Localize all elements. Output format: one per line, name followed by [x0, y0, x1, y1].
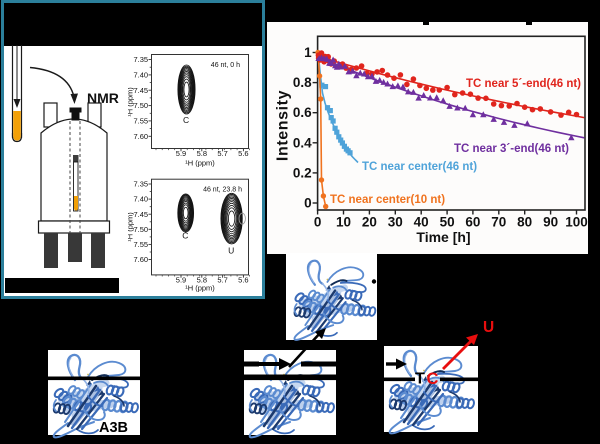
svg-text:30: 30: [388, 215, 403, 230]
svg-text:T: T: [415, 371, 425, 388]
svg-text:C: C: [183, 115, 189, 125]
svg-text:70: 70: [491, 215, 506, 230]
svg-text:7.35: 7.35: [133, 180, 148, 189]
svg-text:C: C: [427, 370, 439, 388]
svg-text:20: 20: [362, 215, 377, 230]
svg-text:60: 60: [465, 215, 480, 230]
svg-text:Time [h]: Time [h]: [416, 229, 470, 245]
svg-text:¹H (ppm): ¹H (ppm): [185, 284, 215, 293]
svg-text:0: 0: [304, 196, 312, 211]
svg-text:80: 80: [517, 215, 532, 230]
svg-text:50: 50: [440, 215, 455, 230]
svg-text:0.4: 0.4: [293, 135, 312, 150]
svg-text:5.7: 5.7: [217, 149, 227, 158]
svg-text:40: 40: [414, 215, 429, 230]
svg-text:7.40: 7.40: [133, 195, 148, 204]
svg-text:7.35: 7.35: [133, 55, 148, 64]
svg-text:7.55: 7.55: [133, 117, 148, 126]
svg-text:TC near 5´-end(46 nt): TC near 5´-end(46 nt): [466, 78, 581, 90]
svg-text:7.50: 7.50: [133, 225, 148, 234]
svg-text:7.60: 7.60: [133, 132, 148, 141]
svg-text:NMR: NMR: [87, 90, 119, 106]
svg-text:7.40: 7.40: [133, 71, 148, 80]
svg-text:¹H (ppm): ¹H (ppm): [185, 159, 215, 168]
svg-text:Intensity: Intensity: [275, 90, 292, 161]
svg-text:C: C: [182, 231, 188, 241]
svg-text:U: U: [228, 246, 234, 256]
svg-text:5.8: 5.8: [197, 276, 207, 285]
svg-text:46 nt, 23.8 h: 46 nt, 23.8 h: [203, 187, 242, 194]
svg-text:5.6: 5.6: [238, 276, 248, 285]
svg-text:7.45: 7.45: [133, 210, 148, 219]
svg-text:5.9: 5.9: [176, 149, 186, 158]
svg-text:5.9: 5.9: [176, 276, 186, 285]
svg-text:90: 90: [543, 215, 558, 230]
svg-text:U: U: [483, 319, 494, 336]
svg-text:A3B: A3B: [99, 420, 128, 436]
svg-text:7.45: 7.45: [133, 86, 148, 95]
svg-text:¹H (ppm): ¹H (ppm): [128, 87, 135, 117]
svg-text:0.6: 0.6: [293, 105, 312, 120]
svg-text:46 nt, 0 h: 46 nt, 0 h: [211, 62, 240, 69]
svg-text:7.55: 7.55: [133, 240, 148, 249]
svg-text:0: 0: [314, 215, 322, 230]
svg-text:5.7: 5.7: [217, 276, 227, 285]
svg-text:5.6: 5.6: [238, 149, 248, 158]
svg-text:5.8: 5.8: [197, 149, 207, 158]
svg-text:0.2: 0.2: [293, 165, 312, 180]
svg-text:0.8: 0.8: [293, 75, 312, 90]
svg-text:1: 1: [304, 45, 312, 60]
svg-text:10: 10: [336, 215, 351, 230]
svg-text:7.50: 7.50: [133, 101, 148, 110]
svg-text:TC near center(10 nt): TC near center(10 nt): [330, 194, 445, 206]
svg-text:TC near 3´-end(46 nt): TC near 3´-end(46 nt): [454, 143, 569, 155]
svg-text:TC near center(46 nt): TC near center(46 nt): [362, 161, 477, 173]
svg-text:7.60: 7.60: [133, 255, 148, 264]
svg-text:¹H (ppm): ¹H (ppm): [128, 212, 135, 242]
svg-text:100: 100: [565, 215, 588, 230]
